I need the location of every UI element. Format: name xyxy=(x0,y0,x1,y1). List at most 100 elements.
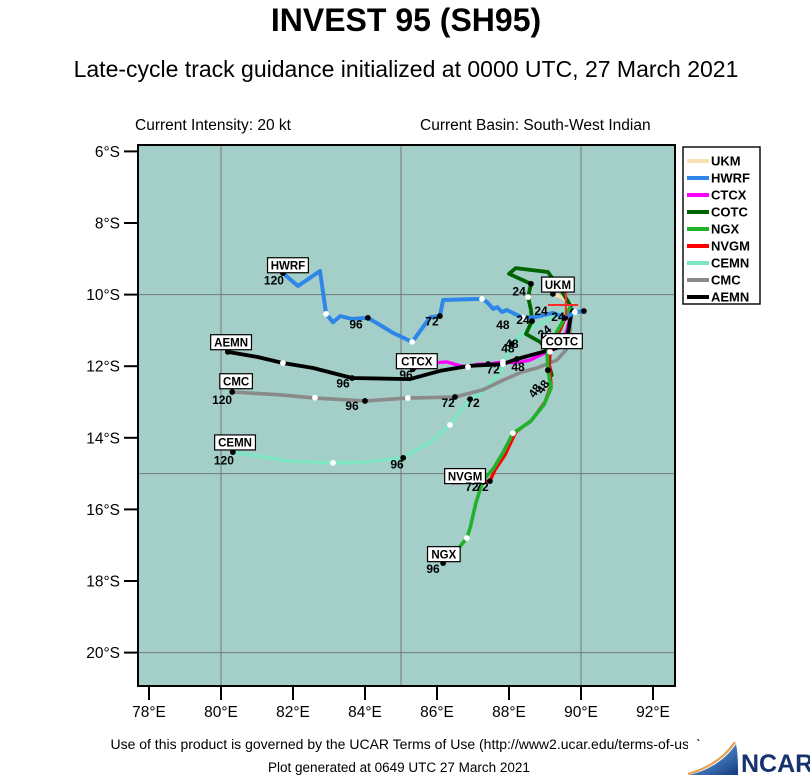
hour-label: 48 xyxy=(505,337,519,351)
track-line-cmc xyxy=(230,313,573,403)
y-axis-tick-label: 8°S xyxy=(95,216,120,233)
track-point-cmc xyxy=(229,389,236,395)
current-intensity-label: Current Intensity: 20 kt xyxy=(135,117,291,134)
x-axis-tick-label: 88°E xyxy=(492,704,526,721)
y-axis-tick-label: 20°S xyxy=(86,645,120,662)
legend-label-ukm: UKM xyxy=(711,154,741,169)
track-point-cemn xyxy=(447,422,453,428)
track-point-aemn xyxy=(280,360,286,366)
track-point-hwrf xyxy=(409,338,416,345)
track-map: UKM CEMN CMC CTCX AEMN COTC NVGM NGX HWRF 120 96 72… xyxy=(86,144,761,721)
hour-label: 24 xyxy=(551,310,565,324)
hour-label-nvgm: 72 xyxy=(475,480,489,494)
y-axis-tick-label: 18°S xyxy=(86,574,120,591)
hour-label-cmc: 72 xyxy=(441,396,455,410)
hour-label-cemn: 48 xyxy=(501,342,515,356)
hour-label-aemn: 96 xyxy=(336,377,350,391)
track-point-ngx xyxy=(510,430,516,437)
legend-label-ngx: NGX xyxy=(711,222,740,237)
ncar-logo-text: NCAR xyxy=(741,750,810,778)
hour-label-cmc: 120 xyxy=(212,393,232,407)
model-label-aemn: AEMN xyxy=(214,337,248,349)
legend-label-cotc: COTC xyxy=(711,205,748,220)
track-point-cemn xyxy=(330,459,336,466)
track-point-hwrf xyxy=(323,311,330,317)
y-axis-tick-label: 6°S xyxy=(95,144,120,161)
y-axis-tick-label: 14°S xyxy=(86,430,120,447)
track-point-cemn xyxy=(508,341,515,347)
hour-label-ngx: 72 xyxy=(465,480,479,494)
model-label-nvgm: NVGM xyxy=(448,471,483,483)
track-point-hwrf xyxy=(520,314,526,321)
track-point-cotc xyxy=(547,348,553,355)
model-label-box-ctcx xyxy=(395,353,438,370)
x-axis-tick-label: 86°E xyxy=(420,704,454,721)
track-point-ngx xyxy=(463,535,470,541)
map-background xyxy=(138,145,675,686)
hour-label: 48 xyxy=(496,318,510,332)
page-title: INVEST 95 (SH95) xyxy=(270,2,542,38)
track-point-cmc xyxy=(362,398,368,404)
y-axis-tick-label: 12°S xyxy=(86,359,120,376)
model-label-cotc: COTC xyxy=(546,336,579,348)
hour-label: 24 xyxy=(516,313,530,327)
legend-label-hwrf: HWRF xyxy=(711,171,750,186)
model-label-ngx: NGX xyxy=(431,549,456,561)
hour-label-cmc: 96 xyxy=(345,399,359,413)
track-point-cmc xyxy=(452,394,458,400)
ncar-logo: NCAR xyxy=(688,741,810,780)
y-axis-tick-label: 10°S xyxy=(86,287,120,304)
track-point-hwrf xyxy=(479,295,485,302)
x-axis-tick-label: 78°E xyxy=(132,704,166,721)
y-axis-tick-label: 16°S xyxy=(86,502,120,519)
track-point-hwrf xyxy=(580,308,587,314)
track-point-hwrf xyxy=(571,309,578,316)
model-label-box-nvgm xyxy=(444,468,487,485)
hour-label-cmc: 48 xyxy=(511,360,525,374)
ncar-swoosh-icon xyxy=(688,741,738,776)
x-axis-tick-label: 82°E xyxy=(276,704,310,721)
hour-label-ctcx: 72 xyxy=(486,362,500,376)
track-point-cotc xyxy=(529,318,535,324)
legend-label-nvgm: NVGM xyxy=(711,239,750,254)
page-subtitle: Late-cycle track guidance initialized at… xyxy=(73,56,739,82)
track-point-ctcx xyxy=(485,361,492,367)
hour-label-cemn: 120 xyxy=(214,453,234,467)
current-basin-label: Current Basin: South-West Indian xyxy=(420,117,651,134)
hour-label-hwrf: 72 xyxy=(425,314,439,328)
model-label-cemn: CEMN xyxy=(218,438,252,450)
track-point-cemn xyxy=(400,454,407,461)
track-point-cmc xyxy=(312,394,318,401)
model-label-box-cotc xyxy=(540,333,583,350)
track-point-cotc xyxy=(528,280,534,287)
x-axis-tick-label: 84°E xyxy=(348,704,382,721)
legend-box xyxy=(682,146,761,305)
hour-label-cemn: 96 xyxy=(390,458,404,472)
hour-label-ngx: 96 xyxy=(426,562,440,576)
track-point-cotc xyxy=(525,294,531,301)
plot-generated-text: Plot generated at 0649 UTC 27 March 2021 xyxy=(268,760,530,775)
track-point-cemn xyxy=(467,396,474,403)
x-axis-tick-label: 80°E xyxy=(204,704,238,721)
track-point-hwrf xyxy=(562,314,569,321)
hour-label-hwrf: 120 xyxy=(264,274,284,288)
track-point-ctcx xyxy=(465,364,471,370)
plot-frame xyxy=(137,144,676,687)
legend-label-aemn: AEMN xyxy=(711,290,749,305)
model-label-box-cmc xyxy=(219,373,254,390)
track-point-nvgm xyxy=(487,478,493,485)
track-point-cemn xyxy=(229,449,236,456)
hour-label-cemn: 72 xyxy=(466,396,480,410)
track-point-aemn xyxy=(499,361,506,367)
track-point-aemn xyxy=(514,356,520,362)
model-label-ukm: UKM xyxy=(545,280,571,292)
track-point-aemn xyxy=(349,375,355,381)
model-label-box-ukm xyxy=(541,276,575,293)
model-label-cmc: CMC xyxy=(223,376,249,388)
terms-of-use-text: Use of this product is governed by the U… xyxy=(110,736,702,752)
track-point-hwrf xyxy=(364,314,371,321)
legend-label-cemn: CEMN xyxy=(711,256,749,271)
model-label-box-hwrf xyxy=(266,257,309,274)
legend-label-ctcx: CTCX xyxy=(711,188,747,203)
